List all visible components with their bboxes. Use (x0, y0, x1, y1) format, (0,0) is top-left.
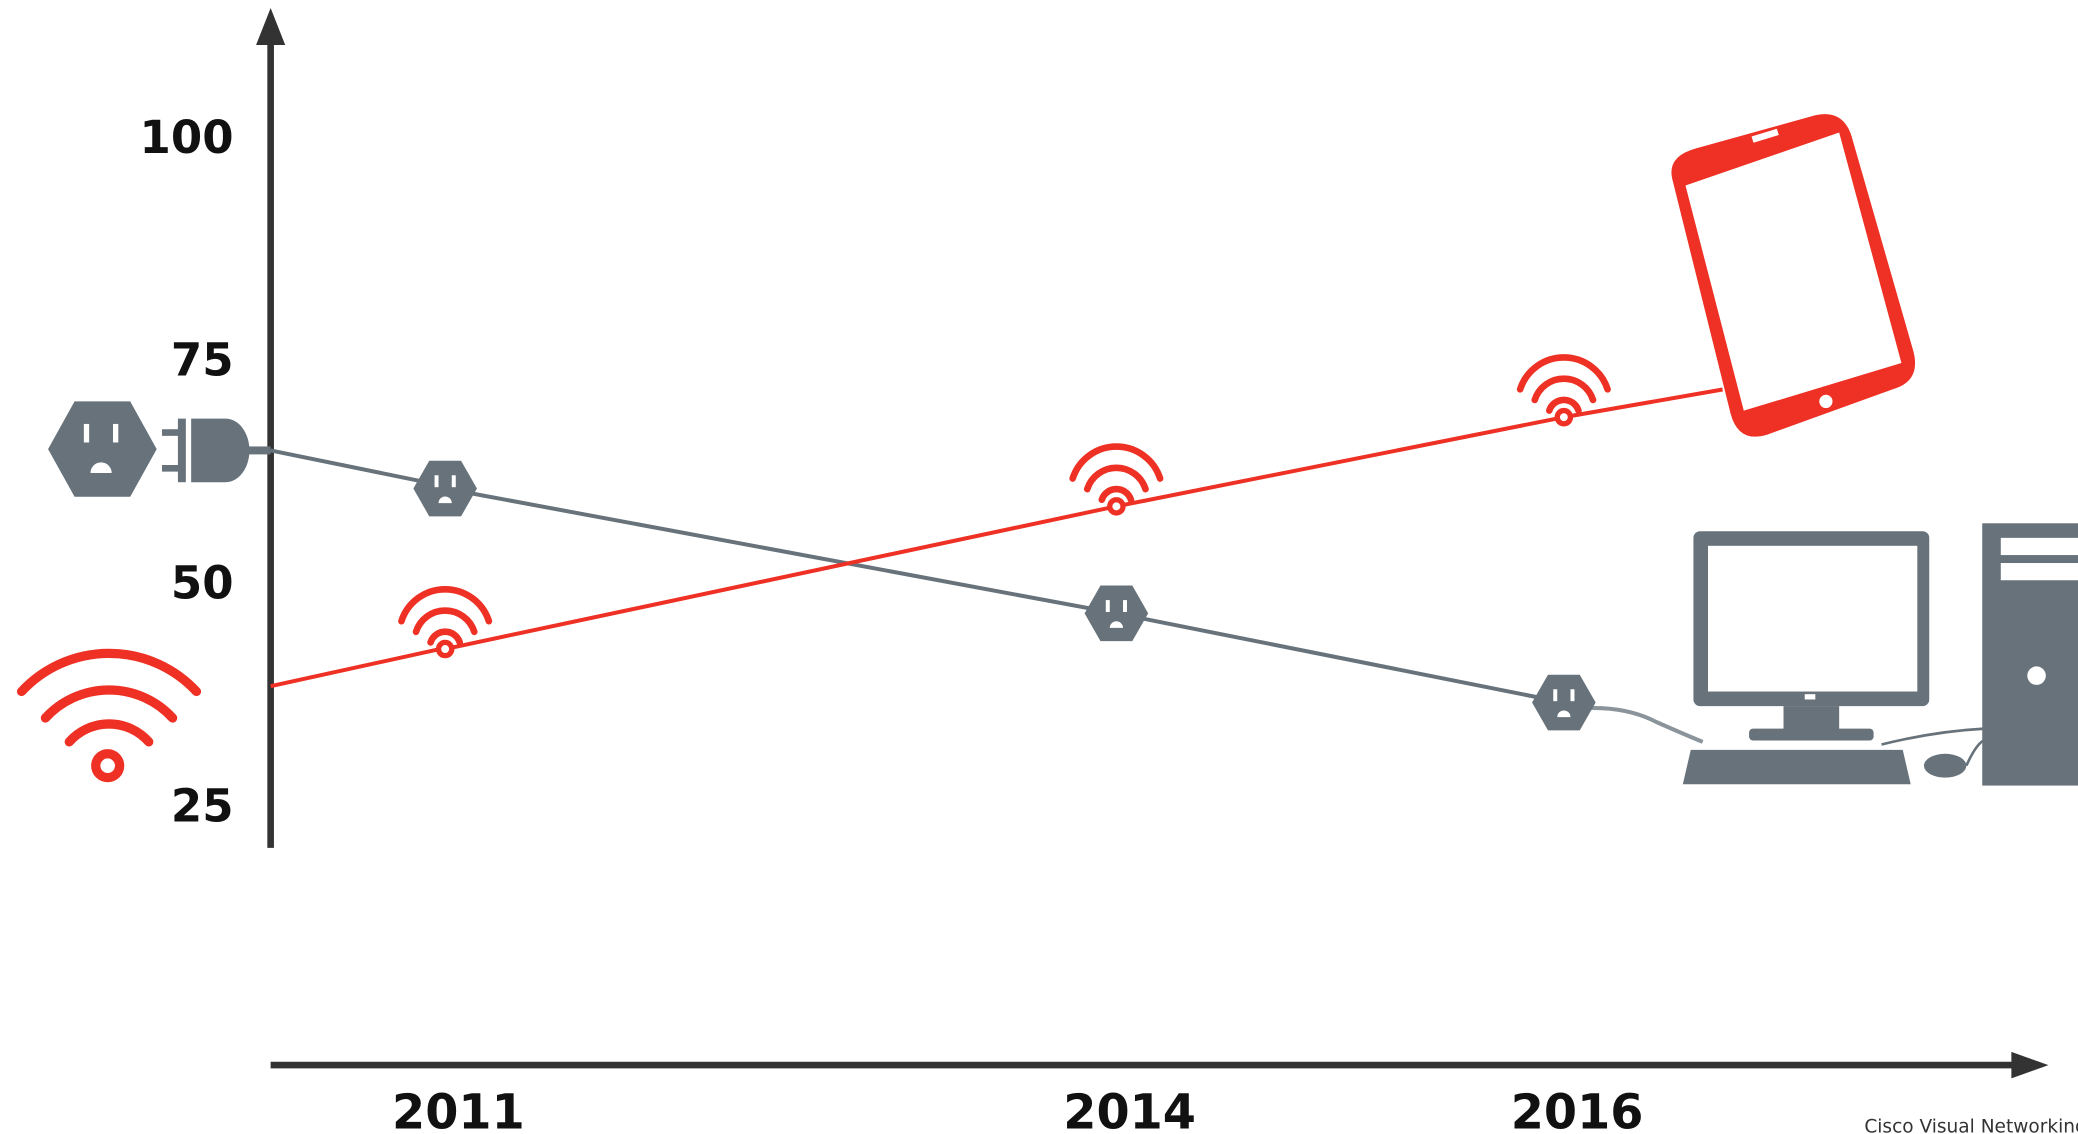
wifi-extension (1556, 389, 1723, 418)
y-tick-label: 50 (171, 557, 234, 610)
y-axis-arrow (256, 8, 285, 45)
tablet-icon (1671, 114, 1915, 437)
outlet-slot (435, 475, 439, 487)
wifi-dot (1110, 500, 1123, 513)
cable (1577, 708, 1703, 742)
y-tick-label: 75 (171, 334, 234, 387)
x-axis-arrow (2011, 1052, 2048, 1078)
data-point (1085, 586, 1149, 642)
series-line (445, 489, 1564, 703)
x-tick-label: 2016 (1511, 1086, 1644, 1134)
series-line (445, 417, 1564, 649)
outlet-slot (1553, 689, 1557, 701)
source: Cisco Visual Networking Index (1864, 1117, 2078, 1134)
y-tick-label: 100 (140, 111, 234, 164)
outlet-slot (452, 475, 456, 487)
data-point (1532, 675, 1596, 731)
computer-icon (1683, 523, 2078, 785)
wifi-dot (439, 642, 452, 655)
data-point (1073, 447, 1160, 513)
outlet-marker (1532, 675, 1596, 731)
chart: Cisco Visual Networking Index 25 50 75 100 2… (0, 0, 2078, 1134)
y-tick-label: 25 (171, 780, 234, 833)
x-tick-label: 2014 (1063, 1086, 1196, 1134)
wifi-arc (1520, 357, 1607, 389)
wifi-arc (401, 589, 488, 621)
data-point (413, 461, 477, 517)
outlet-marker (1085, 586, 1149, 642)
wifi-dot (1557, 411, 1570, 424)
outlet-slot (1570, 689, 1574, 701)
x-tick-label: 2011 (392, 1086, 525, 1134)
wifi-icon (22, 653, 197, 777)
outlet-marker (413, 461, 477, 517)
outlet-slot (1123, 600, 1127, 612)
outlet-slot (1106, 600, 1110, 612)
wifi-extension (271, 648, 446, 686)
outlet-icon (48, 401, 271, 496)
wifi-arc (1073, 447, 1160, 479)
data-point (401, 589, 488, 655)
